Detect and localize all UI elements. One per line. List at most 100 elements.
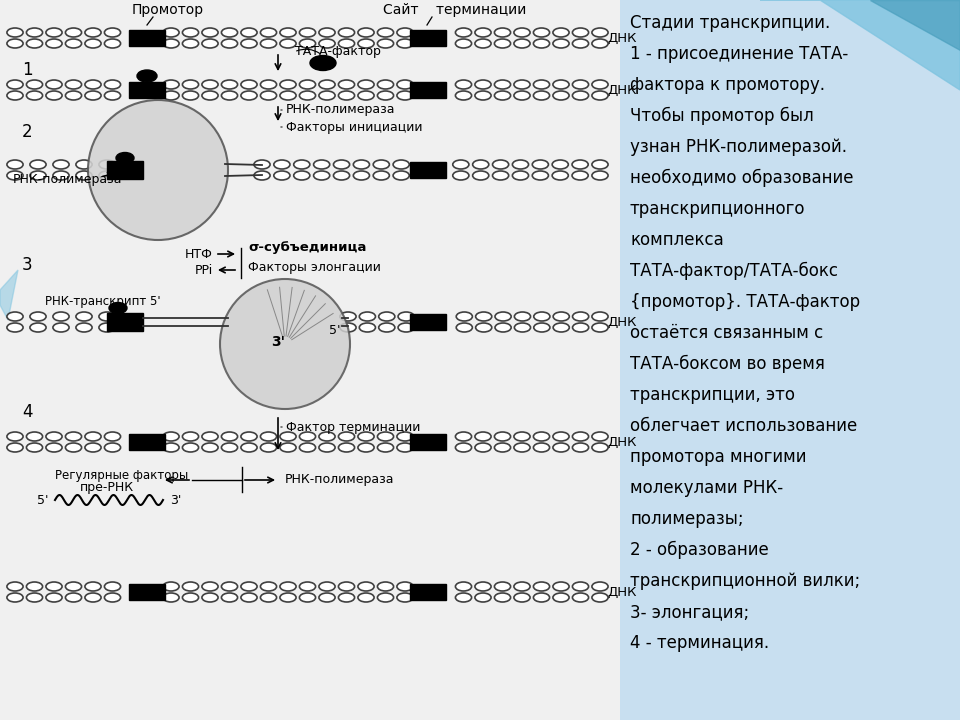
Ellipse shape [495, 323, 511, 332]
Text: узнан РНК-полимеразой.: узнан РНК-полимеразой. [630, 138, 847, 156]
Ellipse shape [182, 432, 199, 441]
Ellipse shape [494, 432, 511, 441]
Ellipse shape [572, 593, 588, 602]
Ellipse shape [393, 171, 409, 180]
Text: 3': 3' [271, 335, 285, 349]
Ellipse shape [84, 80, 101, 89]
Ellipse shape [592, 312, 608, 321]
Ellipse shape [27, 593, 42, 602]
Ellipse shape [396, 443, 413, 452]
Ellipse shape [475, 432, 492, 441]
Ellipse shape [534, 39, 549, 48]
Ellipse shape [455, 91, 471, 100]
Ellipse shape [53, 160, 69, 169]
Polygon shape [0, 270, 18, 320]
Ellipse shape [514, 80, 530, 89]
Ellipse shape [377, 443, 394, 452]
Text: ДНК: ДНК [607, 315, 636, 328]
Ellipse shape [182, 443, 199, 452]
Ellipse shape [182, 39, 199, 48]
Ellipse shape [494, 443, 511, 452]
Polygon shape [760, 0, 960, 90]
Bar [107, 313, 143, 331]
Ellipse shape [358, 582, 374, 591]
Ellipse shape [300, 582, 316, 591]
Ellipse shape [222, 28, 237, 37]
Ellipse shape [492, 160, 509, 169]
Ellipse shape [592, 443, 608, 452]
Ellipse shape [396, 39, 413, 48]
Bar [129, 434, 165, 450]
Ellipse shape [358, 39, 374, 48]
Ellipse shape [27, 39, 42, 48]
Ellipse shape [99, 171, 115, 180]
Ellipse shape [105, 28, 121, 37]
Ellipse shape [515, 323, 531, 332]
Ellipse shape [310, 55, 336, 71]
Bar [107, 161, 143, 179]
Ellipse shape [260, 582, 276, 591]
Text: Промотор: Промотор [132, 3, 204, 17]
Text: Стадии транскрипции.: Стадии транскрипции. [630, 14, 830, 32]
Ellipse shape [300, 39, 316, 48]
Ellipse shape [396, 91, 413, 100]
Text: РНК-транскрипт 5': РНК-транскрипт 5' [45, 295, 160, 308]
Ellipse shape [7, 91, 23, 100]
Ellipse shape [513, 160, 529, 169]
Ellipse shape [53, 312, 69, 321]
Ellipse shape [27, 443, 42, 452]
Ellipse shape [494, 80, 511, 89]
Text: 2: 2 [22, 123, 33, 141]
Ellipse shape [333, 171, 349, 180]
Ellipse shape [260, 80, 276, 89]
Ellipse shape [274, 171, 290, 180]
Ellipse shape [241, 28, 257, 37]
Ellipse shape [222, 432, 237, 441]
Ellipse shape [280, 39, 296, 48]
Ellipse shape [202, 432, 218, 441]
Ellipse shape [494, 593, 511, 602]
Ellipse shape [572, 39, 588, 48]
Ellipse shape [241, 443, 257, 452]
Ellipse shape [76, 160, 92, 169]
Ellipse shape [455, 39, 471, 48]
Ellipse shape [514, 91, 530, 100]
Text: PPi: PPi [195, 264, 213, 276]
Text: 2 - образование: 2 - образование [630, 541, 769, 559]
Ellipse shape [572, 91, 588, 100]
Text: Регулярные факторы: Регулярные факторы [55, 469, 188, 482]
Text: РНК-полимераза: РНК-полимераза [285, 474, 395, 487]
Ellipse shape [241, 91, 257, 100]
Ellipse shape [84, 28, 101, 37]
Ellipse shape [552, 171, 568, 180]
Ellipse shape [182, 80, 199, 89]
Ellipse shape [99, 312, 115, 321]
Text: ТАТА-фактор: ТАТА-фактор [295, 45, 381, 58]
Ellipse shape [280, 593, 296, 602]
Ellipse shape [396, 432, 413, 441]
Text: ТАТА-фактор/ТАТА-бокс: ТАТА-фактор/ТАТА-бокс [630, 262, 838, 280]
Text: РНК-полимераза: РНК-полимераза [286, 104, 396, 117]
Ellipse shape [553, 80, 569, 89]
Ellipse shape [300, 593, 316, 602]
Text: σ-субъединица: σ-субъединица [248, 241, 367, 254]
Ellipse shape [84, 582, 101, 591]
Ellipse shape [378, 323, 395, 332]
Text: комплекса: комплекса [630, 231, 724, 249]
Ellipse shape [532, 171, 548, 180]
Ellipse shape [319, 443, 335, 452]
Ellipse shape [534, 312, 550, 321]
Ellipse shape [534, 582, 549, 591]
Ellipse shape [494, 39, 511, 48]
Ellipse shape [358, 28, 374, 37]
Text: 5': 5' [36, 493, 48, 506]
Ellipse shape [514, 593, 530, 602]
Ellipse shape [572, 80, 588, 89]
Ellipse shape [27, 28, 42, 37]
Ellipse shape [534, 91, 549, 100]
Ellipse shape [475, 582, 492, 591]
Ellipse shape [377, 80, 394, 89]
Ellipse shape [340, 323, 356, 332]
Ellipse shape [319, 593, 335, 602]
Ellipse shape [27, 432, 42, 441]
